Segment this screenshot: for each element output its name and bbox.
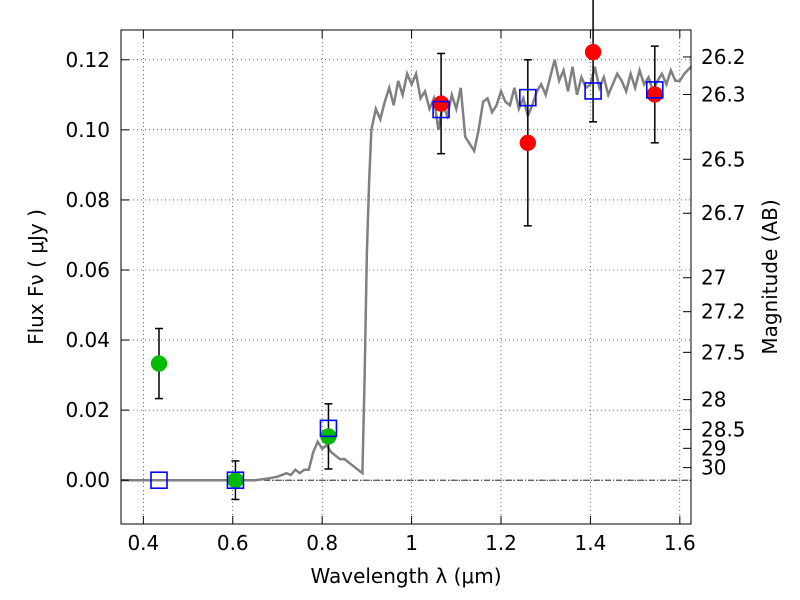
x-tick-label: 0.4 xyxy=(127,531,159,555)
magnitude-tick-label: 27.2 xyxy=(701,300,746,324)
data-markers xyxy=(150,43,664,490)
model-point xyxy=(645,81,664,99)
model-point xyxy=(150,471,168,490)
y-tick-label: 0.10 xyxy=(65,118,110,142)
data-point xyxy=(519,134,537,152)
model-spectrum-line xyxy=(121,59,692,482)
y-axis: 0.00 0.02 0.04 0.06 0.08 0.10 0.12 xyxy=(65,48,129,492)
data-point xyxy=(584,43,602,61)
magnitude-tick-label: 28 xyxy=(701,388,726,412)
grid xyxy=(121,30,691,524)
data-point xyxy=(150,355,168,372)
y-axis-label: Flux Fν ( μJy ) xyxy=(24,209,48,345)
model-point xyxy=(226,471,245,490)
magnitude-tick-label: 26.3 xyxy=(701,82,746,106)
x-tick-label: 0.8 xyxy=(306,531,338,555)
plot-frame xyxy=(120,29,692,525)
y-tick-label: 0.12 xyxy=(65,48,110,72)
x-tick-label: 1.2 xyxy=(485,531,517,555)
y-tick-label: 0.08 xyxy=(65,188,110,212)
model-point xyxy=(519,88,537,107)
y-tick-label: 0.00 xyxy=(65,468,110,492)
magnitude-tick-label: 28.5 xyxy=(701,417,746,441)
model-point xyxy=(584,82,602,100)
y-tick-label: 0.06 xyxy=(65,258,110,282)
magnitude-tick-label: 30 xyxy=(701,456,726,480)
x-tick-label: 1.6 xyxy=(664,531,696,555)
x-tick-label: 1 xyxy=(405,531,418,555)
model-point xyxy=(432,100,450,119)
y-tick-label: 0.02 xyxy=(65,398,110,422)
data-point xyxy=(432,95,450,112)
magnitude-axis-label: Magnitude (AB) xyxy=(758,199,782,354)
magnitude-tick-label: 29 xyxy=(701,436,726,460)
magnitude-tick-label: 27.5 xyxy=(701,340,746,364)
x-tick-label: 1.4 xyxy=(575,531,607,555)
magnitude-tick-label: 27 xyxy=(701,266,726,290)
x-tick-label: 0.6 xyxy=(217,531,249,555)
model-point xyxy=(319,419,338,438)
y-tick-label: 0.04 xyxy=(65,328,110,352)
x-axis-label: Wavelength λ (μm) xyxy=(310,564,501,588)
data-point xyxy=(227,471,244,489)
magnitude-tick-label: 26.2 xyxy=(701,45,746,69)
x-axis: 0.4 0.6 0.8 1 1.2 1.4 1.6 xyxy=(127,30,696,555)
magnitude-tick-label: 26.5 xyxy=(701,147,746,171)
magnitude-tick-label: 26.7 xyxy=(701,201,746,225)
data-point xyxy=(646,86,664,103)
